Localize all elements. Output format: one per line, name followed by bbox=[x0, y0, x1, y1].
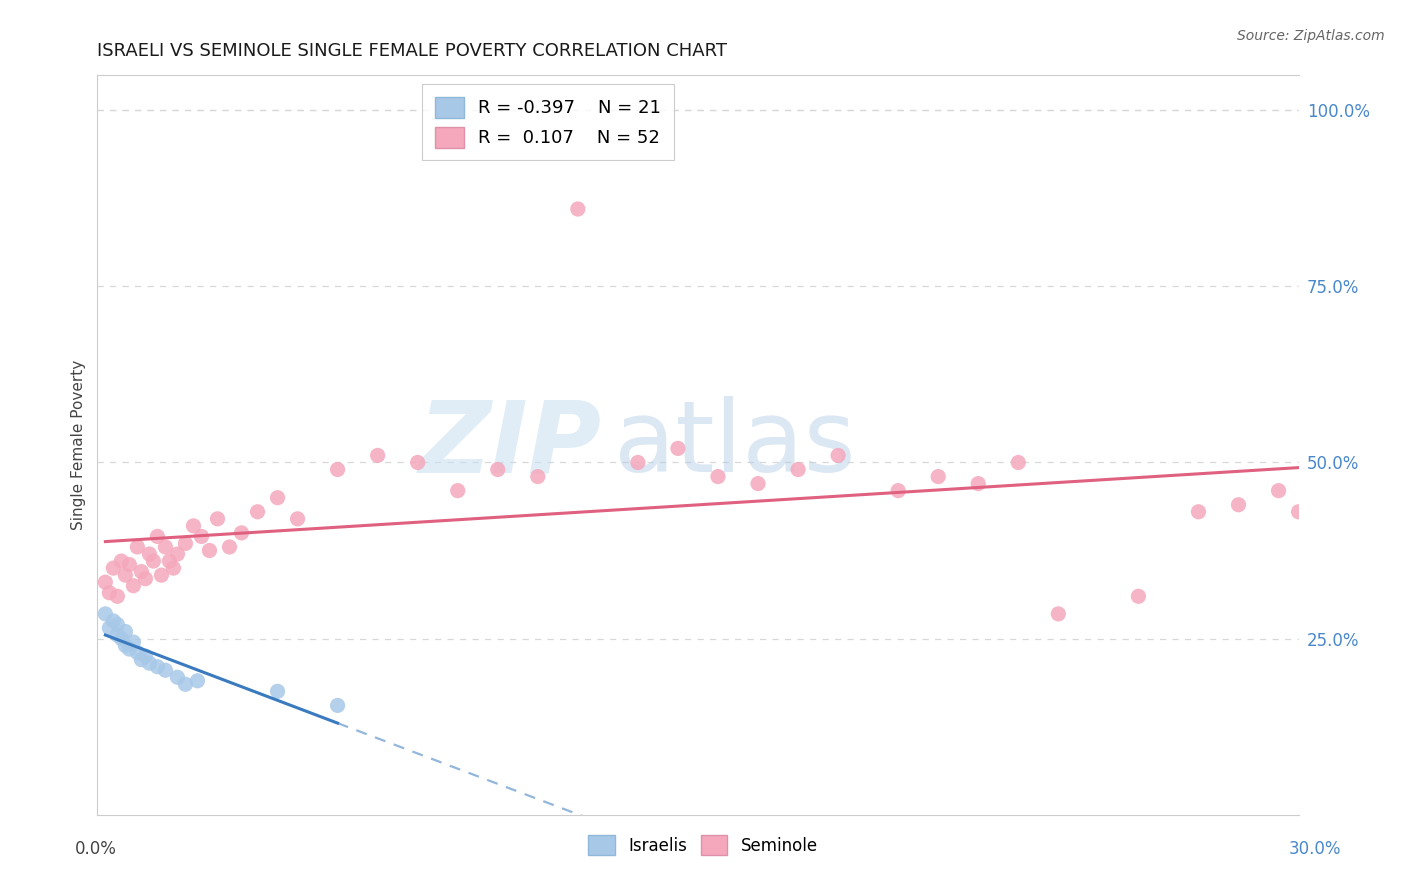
Point bbox=[122, 579, 145, 593]
Y-axis label: Single Female Poverty: Single Female Poverty bbox=[72, 359, 86, 530]
Point bbox=[114, 568, 136, 582]
Point bbox=[666, 442, 689, 456]
Point bbox=[1187, 505, 1209, 519]
Point bbox=[103, 614, 125, 628]
Point bbox=[887, 483, 910, 498]
Point bbox=[231, 525, 253, 540]
Point bbox=[166, 670, 188, 684]
Point bbox=[287, 512, 309, 526]
Point bbox=[627, 455, 650, 469]
Point bbox=[218, 540, 240, 554]
Point bbox=[1047, 607, 1070, 621]
Point bbox=[134, 649, 156, 664]
Point bbox=[105, 617, 128, 632]
Point bbox=[567, 202, 589, 216]
Point bbox=[406, 455, 429, 469]
Point bbox=[150, 568, 173, 582]
Legend: R = -0.397    N = 21, R =  0.107    N = 52: R = -0.397 N = 21, R = 0.107 N = 52 bbox=[422, 84, 673, 161]
Point bbox=[98, 586, 121, 600]
Point bbox=[114, 639, 136, 653]
Point bbox=[527, 469, 550, 483]
Text: ISRAELI VS SEMINOLE SINGLE FEMALE POVERTY CORRELATION CHART: ISRAELI VS SEMINOLE SINGLE FEMALE POVERT… bbox=[97, 42, 727, 60]
Point bbox=[967, 476, 990, 491]
Point bbox=[118, 642, 141, 657]
Point bbox=[118, 558, 141, 572]
Point bbox=[1288, 505, 1310, 519]
Point bbox=[266, 684, 288, 698]
Text: 0.0%: 0.0% bbox=[75, 840, 117, 858]
Point bbox=[166, 547, 188, 561]
Legend: Israelis, Seminole: Israelis, Seminole bbox=[582, 829, 824, 862]
Text: Source: ZipAtlas.com: Source: ZipAtlas.com bbox=[1237, 29, 1385, 43]
Point bbox=[174, 536, 197, 550]
Point bbox=[146, 529, 169, 543]
Point bbox=[1128, 589, 1150, 603]
Text: atlas: atlas bbox=[614, 396, 855, 493]
Point bbox=[190, 529, 212, 543]
Point bbox=[155, 663, 177, 677]
Point bbox=[447, 483, 470, 498]
Point bbox=[131, 565, 153, 579]
Point bbox=[1007, 455, 1029, 469]
Point bbox=[131, 653, 153, 667]
Point bbox=[1227, 498, 1250, 512]
Point bbox=[486, 462, 509, 476]
Text: ZIP: ZIP bbox=[419, 396, 602, 493]
Text: 30.0%: 30.0% bbox=[1288, 840, 1341, 858]
Point bbox=[186, 673, 208, 688]
Point bbox=[747, 476, 769, 491]
Point bbox=[134, 572, 156, 586]
Point bbox=[94, 575, 117, 590]
Point bbox=[174, 677, 197, 691]
Point bbox=[142, 554, 165, 568]
Point bbox=[122, 635, 145, 649]
Point bbox=[326, 462, 349, 476]
Point bbox=[94, 607, 117, 621]
Point bbox=[138, 547, 160, 561]
Point bbox=[155, 540, 177, 554]
Point bbox=[198, 543, 221, 558]
Point bbox=[114, 624, 136, 639]
Point bbox=[367, 449, 389, 463]
Point bbox=[138, 656, 160, 670]
Point bbox=[927, 469, 949, 483]
Point bbox=[1267, 483, 1289, 498]
Point bbox=[146, 659, 169, 673]
Point bbox=[159, 554, 181, 568]
Point bbox=[707, 469, 730, 483]
Point bbox=[103, 561, 125, 575]
Point bbox=[105, 628, 128, 642]
Point bbox=[326, 698, 349, 713]
Point bbox=[98, 621, 121, 635]
Point bbox=[246, 505, 269, 519]
Point bbox=[207, 512, 229, 526]
Point bbox=[787, 462, 810, 476]
Point bbox=[127, 540, 149, 554]
Point bbox=[266, 491, 288, 505]
Point bbox=[110, 632, 132, 646]
Point bbox=[127, 646, 149, 660]
Point bbox=[162, 561, 184, 575]
Point bbox=[110, 554, 132, 568]
Point bbox=[105, 589, 128, 603]
Point bbox=[183, 519, 205, 533]
Point bbox=[827, 449, 849, 463]
